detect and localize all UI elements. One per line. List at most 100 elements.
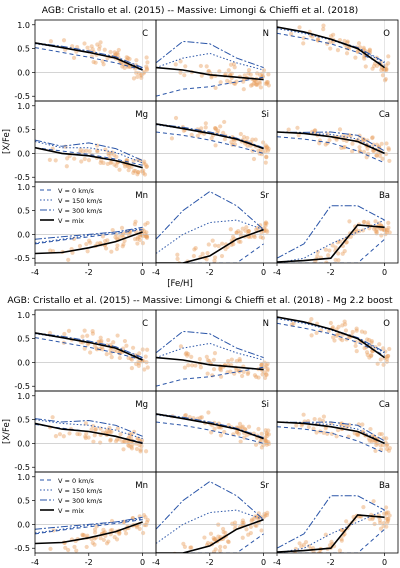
- observation-point: [251, 516, 256, 522]
- observation-point: [114, 236, 119, 241]
- observation-point: [318, 551, 323, 553]
- series-line-v-mix: [277, 421, 385, 445]
- observation-point: [259, 362, 264, 367]
- observation-point: [48, 546, 53, 552]
- series-line-v-mix: [156, 356, 264, 371]
- observation-point: [263, 223, 268, 228]
- observation-point: [264, 154, 269, 159]
- panel-o: [276, 19, 399, 102]
- observation-point: [124, 55, 129, 60]
- observation-point: [202, 535, 207, 540]
- observation-point: [117, 531, 122, 536]
- observation-point: [209, 75, 214, 80]
- observation-point: [364, 350, 370, 355]
- observation-cloud: [289, 316, 392, 367]
- observation-point: [244, 225, 249, 230]
- observation-point: [141, 168, 146, 173]
- observation-point: [372, 521, 377, 527]
- observation-point: [145, 347, 150, 352]
- observation-point: [263, 143, 268, 148]
- observation-point: [139, 72, 144, 77]
- series-line-v-300-km-s: [35, 226, 143, 240]
- observation-point: [234, 367, 239, 373]
- observation-point: [133, 168, 138, 174]
- observation-point: [189, 132, 194, 137]
- y-tick-label: 0.5: [17, 335, 30, 344]
- observation-point: [380, 443, 385, 448]
- y-tick-label: -0.5: [14, 173, 30, 182]
- series-line-v-150-km-s: [277, 219, 385, 263]
- observation-point: [342, 144, 347, 150]
- observation-point: [53, 434, 59, 439]
- observation-point: [343, 322, 348, 327]
- observation-point: [264, 512, 270, 518]
- observation-point: [254, 374, 259, 379]
- observation-point: [370, 135, 375, 140]
- observation-point: [330, 243, 335, 248]
- observation-point: [57, 432, 63, 437]
- observation-point: [384, 443, 389, 448]
- observation-point: [333, 257, 338, 263]
- observation-cloud: [47, 328, 150, 372]
- observation-point: [367, 337, 372, 343]
- observation-point: [218, 544, 223, 549]
- y-tick-label: 0.0: [17, 68, 30, 77]
- observation-point: [246, 532, 251, 537]
- observation-point: [198, 63, 203, 69]
- observation-point: [240, 424, 245, 429]
- observation-point: [373, 228, 378, 234]
- observation-point: [312, 416, 317, 422]
- element-label: Mn: [135, 481, 148, 491]
- observation-cloud: [178, 344, 270, 380]
- observation-point: [127, 64, 132, 69]
- observation-point: [241, 87, 246, 92]
- y-tick-label: 0.5: [17, 126, 30, 135]
- observation-point: [90, 329, 95, 334]
- observation-point: [193, 363, 198, 368]
- observation-point: [97, 47, 102, 52]
- observation-point: [213, 85, 218, 91]
- series-line-v-300-km-s: [156, 40, 264, 69]
- observation-point: [100, 347, 105, 352]
- observation-point: [339, 528, 344, 533]
- series-line-v-mix: [277, 514, 385, 553]
- observation-point: [144, 67, 150, 72]
- observation-point: [95, 241, 100, 246]
- observation-point: [115, 52, 120, 57]
- observation-point: [124, 343, 129, 348]
- series-line-v-0-km-s: [35, 337, 143, 361]
- observation-point: [248, 72, 253, 77]
- observation-point: [183, 412, 188, 418]
- observation-point: [265, 368, 270, 373]
- observation-point: [212, 255, 218, 260]
- observation-point: [334, 434, 339, 439]
- observation-point: [265, 366, 270, 372]
- series-line-v-300-km-s: [277, 495, 385, 549]
- observation-point: [379, 141, 384, 146]
- observation-point: [264, 221, 269, 226]
- observation-point: [66, 257, 71, 262]
- observation-point: [108, 429, 113, 434]
- observation-point: [248, 530, 253, 536]
- observation-point: [92, 542, 97, 547]
- element-label: Mn: [135, 191, 148, 201]
- observation-point: [186, 363, 191, 368]
- observation-point: [266, 432, 271, 437]
- observation-point: [236, 368, 242, 373]
- observation-point: [128, 435, 134, 440]
- observation-point: [352, 431, 357, 436]
- observation-point: [253, 82, 259, 87]
- observation-point: [343, 135, 348, 140]
- observation-point: [350, 141, 355, 146]
- observation-point: [243, 228, 248, 233]
- series-line-v-mix: [277, 131, 385, 155]
- observation-point: [248, 524, 253, 530]
- observation-point: [182, 413, 188, 418]
- observation-point: [265, 361, 270, 366]
- observation-cloud: [48, 219, 150, 262]
- observation-point: [249, 518, 254, 524]
- observation-point: [140, 233, 146, 239]
- observation-point: [379, 233, 384, 238]
- observation-point: [315, 253, 320, 259]
- element-label: Ba: [379, 191, 390, 201]
